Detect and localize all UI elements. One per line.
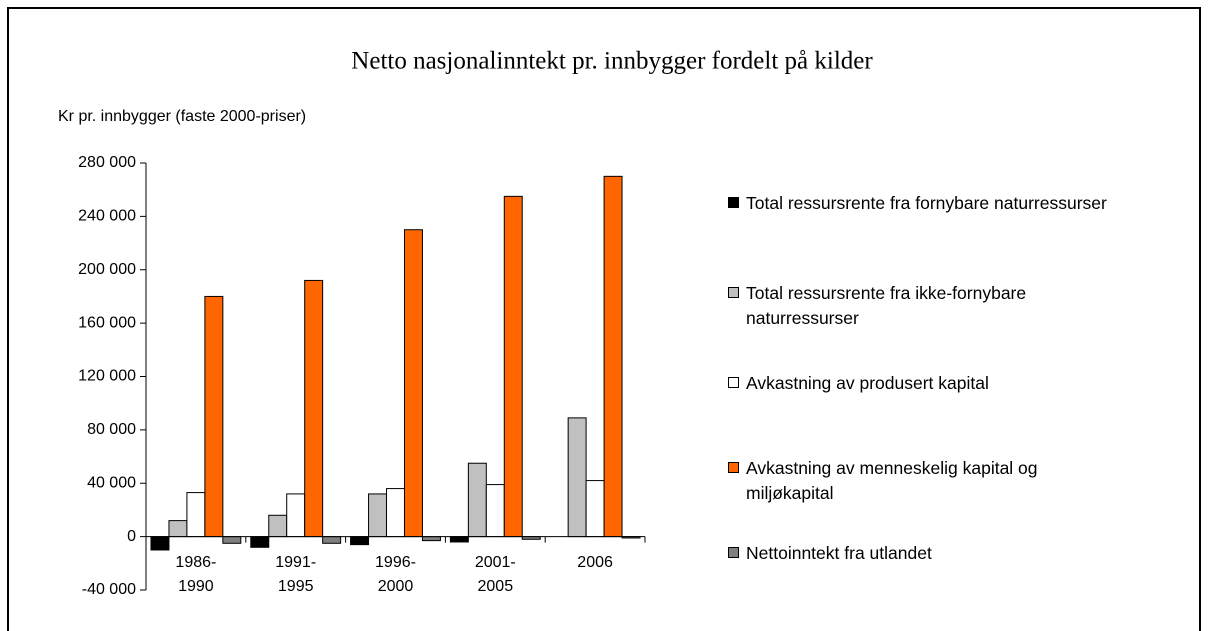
bar xyxy=(186,492,206,538)
legend-label: Nettoinntekt fra utlandet xyxy=(746,543,932,563)
bar xyxy=(286,493,306,538)
x-tick-label: 1986-1990 xyxy=(175,553,217,595)
bar xyxy=(150,536,170,551)
legend-swatch xyxy=(728,547,739,558)
x-tick-label: 2006 xyxy=(577,553,613,571)
bar xyxy=(222,536,242,544)
y-tick-label: 280 000 xyxy=(78,154,136,171)
bar xyxy=(485,484,505,538)
bar xyxy=(421,536,441,542)
y-tick-label: 0 xyxy=(127,528,136,545)
legend-swatch xyxy=(728,377,739,388)
legend-label: Avkastning av menneskelig kapital og mil… xyxy=(746,458,1038,503)
y-tick-label: 120 000 xyxy=(78,368,136,385)
legend-item: Avkastning av menneskelig kapital og mil… xyxy=(728,456,1116,506)
frame xyxy=(7,7,1201,631)
legend-swatch xyxy=(728,462,739,473)
bar xyxy=(603,175,623,538)
bar xyxy=(503,195,523,538)
bar xyxy=(304,279,324,538)
bar xyxy=(403,229,423,538)
bar xyxy=(350,536,370,546)
legend-item: Total ressursrente fra fornybare naturre… xyxy=(728,191,1116,216)
bar xyxy=(368,493,388,538)
bar xyxy=(567,417,587,538)
bar xyxy=(467,462,487,538)
y-tick-label: 200 000 xyxy=(78,261,136,278)
legend-swatch xyxy=(728,287,739,298)
bar xyxy=(168,520,188,538)
y-axis-label: Kr pr. innbygger (faste 2000-priser) xyxy=(58,108,306,125)
x-tick-label: 1996-2000 xyxy=(375,553,416,595)
y-tick-label: 160 000 xyxy=(78,314,136,331)
bar xyxy=(268,514,288,538)
bar xyxy=(204,295,224,538)
bar xyxy=(322,536,342,544)
y-tick-label: 80 000 xyxy=(87,421,136,438)
y-tick-label: 40 000 xyxy=(87,474,136,491)
legend-label: Avkastning av produsert kapital xyxy=(746,373,989,393)
legend-item: Avkastning av produsert kapital xyxy=(728,371,1116,396)
legend-swatch xyxy=(728,197,739,208)
bar xyxy=(386,488,405,538)
legend-item: Nettoinntekt fra utlandet xyxy=(728,541,1116,566)
chart-title: Netto nasjonalinntekt pr. innbygger ford… xyxy=(351,48,873,75)
bar xyxy=(250,536,270,548)
legend-label: Total ressursrente fra fornybare naturre… xyxy=(746,193,1107,213)
x-tick-label: 2001-2005 xyxy=(474,553,516,595)
y-tick-label: 240 000 xyxy=(78,208,136,225)
legend-item: Total ressursrente fra ikke-fornybare na… xyxy=(728,281,1116,331)
x-tick-label: 1991-1995 xyxy=(275,553,317,595)
legend-label: Total ressursrente fra ikke-fornybare na… xyxy=(746,283,1027,328)
bar xyxy=(585,480,605,538)
bar xyxy=(449,536,469,543)
y-tick-label: -40 000 xyxy=(82,581,136,598)
